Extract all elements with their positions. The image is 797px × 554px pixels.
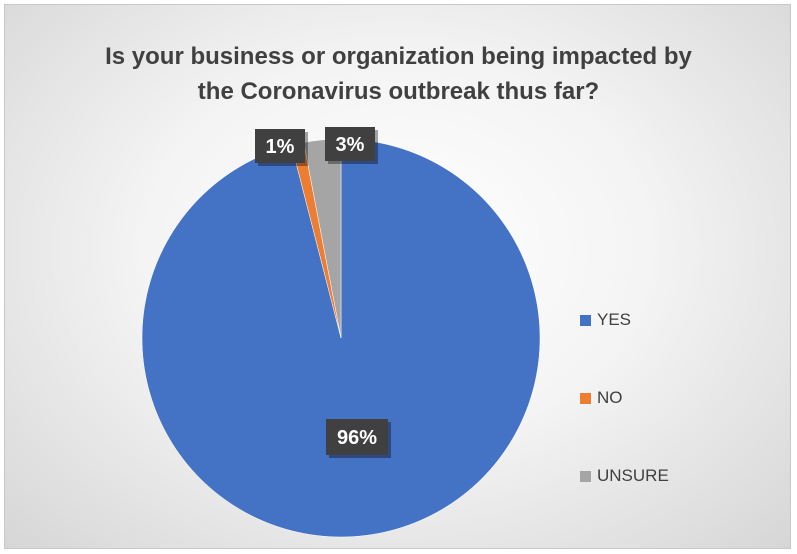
data-label-text-no: 1%: [266, 136, 295, 158]
legend-label-unsure: UNSURE: [597, 466, 669, 485]
legend-item-no: NO: [580, 388, 623, 408]
data-label-text-unsure: 3%: [336, 134, 365, 156]
legend-label-yes: YES: [597, 310, 632, 329]
legend-item-yes: YES: [580, 310, 631, 330]
legend-item-unsure: UNSURE: [580, 466, 669, 486]
chart-title-line-2: the Coronavirus outbreak thus far?: [197, 78, 600, 105]
chart-title-line-1: Is your business or organization being i…: [105, 43, 692, 70]
data-label-no: 1%: [255, 129, 308, 166]
legend-swatch-unsure: [580, 470, 591, 482]
legend-swatch-yes: [580, 314, 591, 326]
chart-title: Is your business or organization being i…: [5, 39, 792, 109]
data-label-text-yes: 96%: [337, 427, 377, 449]
legend-swatch-no: [580, 392, 591, 404]
chart-area: Is your business or organization being i…: [4, 4, 791, 549]
pie-plot: 96% 1% 3%: [141, 127, 541, 538]
data-label-unsure: 3%: [325, 127, 378, 164]
data-label-yes: 96%: [326, 419, 391, 458]
legend-label-no: NO: [597, 388, 623, 407]
